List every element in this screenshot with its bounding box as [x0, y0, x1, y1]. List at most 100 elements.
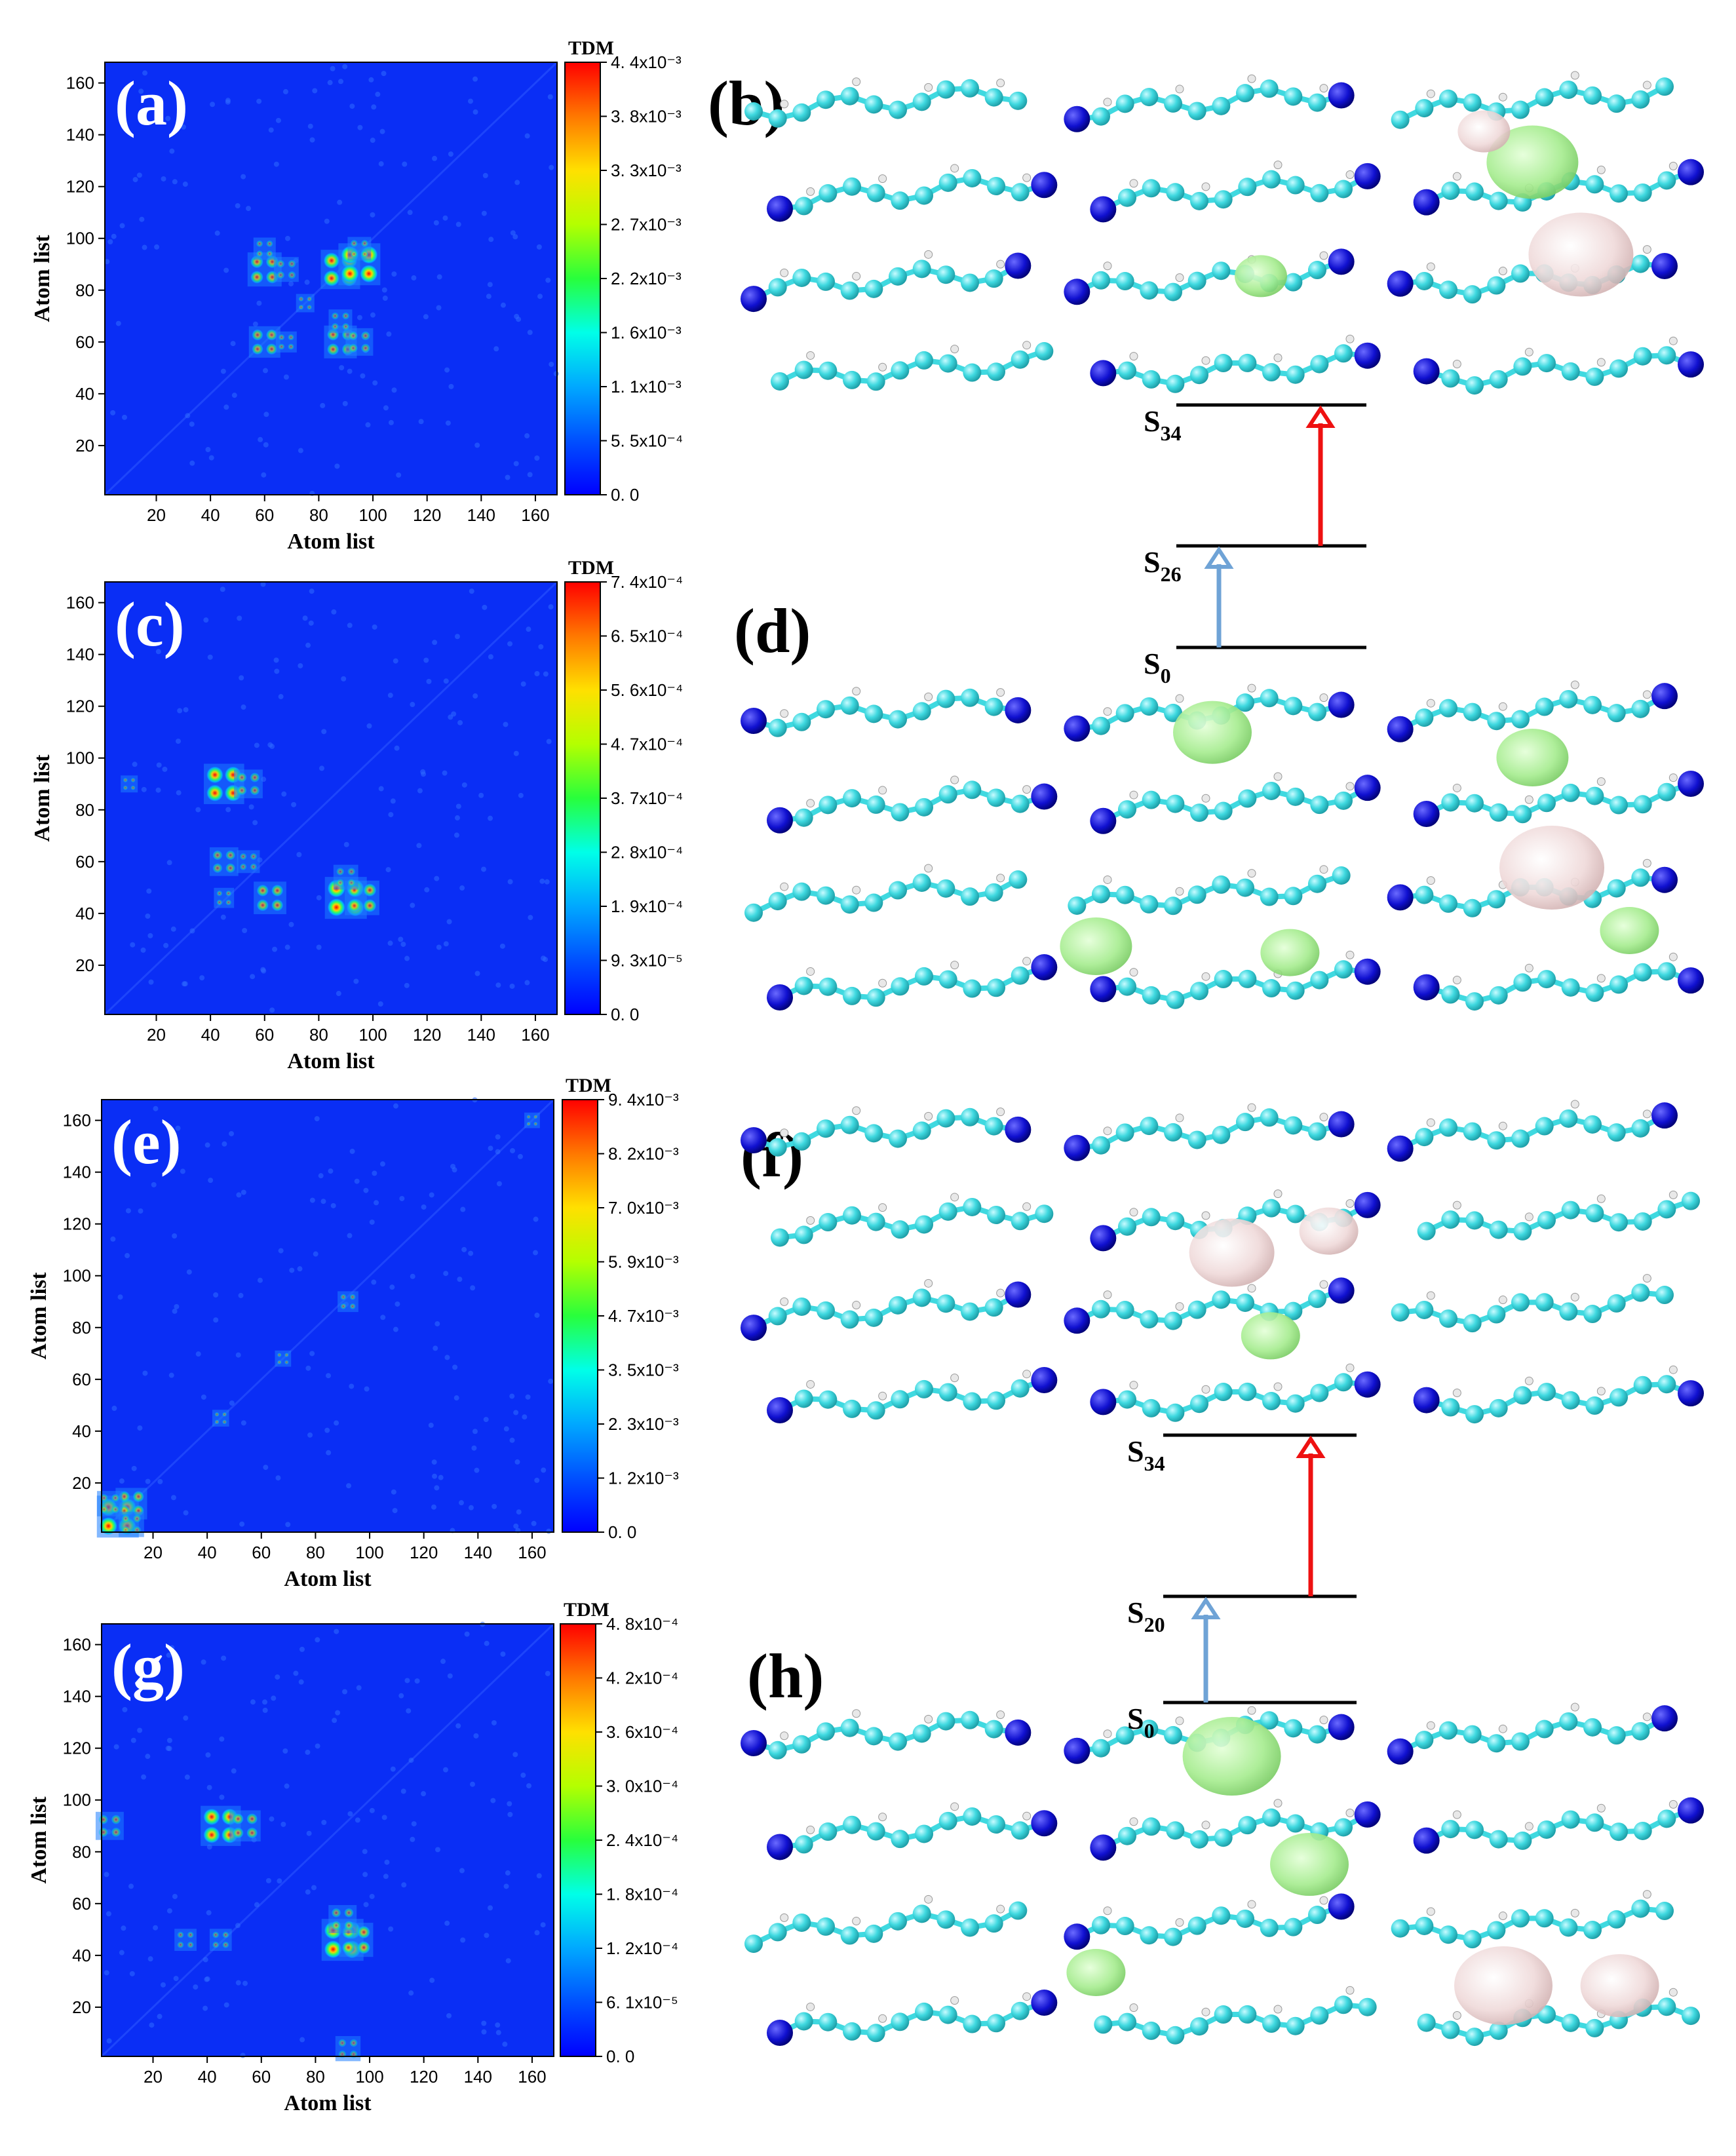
heatmap-speckle-dot: [125, 1253, 130, 1259]
heatmap-speckle-dot: [225, 99, 231, 105]
carbon-atom: [963, 363, 982, 382]
carbon-atom: [1583, 695, 1602, 714]
heatmap-speckle-dot: [203, 1957, 208, 1963]
heatmap-speckle-dot: [495, 2030, 501, 2035]
colorbar-tick-label: 4. 7x10⁻⁴: [611, 735, 683, 754]
nitrogen-atom: [1328, 691, 1355, 718]
carbon-atom: [1535, 1117, 1554, 1136]
carbon-atom: [1118, 977, 1136, 996]
hydrogen-atom: [1642, 1890, 1651, 1899]
nitrogen-atom: [1354, 958, 1381, 985]
heatmap-speckle-dot: [423, 314, 429, 320]
heatmap-speckle-dot: [222, 1141, 227, 1147]
heatmap-speckle-dot: [324, 1427, 330, 1433]
hotspot-cell: [341, 1941, 355, 1954]
hotspot-cell: [331, 312, 339, 320]
carbon-atom: [1286, 365, 1305, 384]
carbon-atom: [1535, 1909, 1554, 1928]
carbon-atom: [1187, 1300, 1206, 1319]
heatmap-hotspot: [209, 1929, 232, 1952]
hydrogen-atom: [950, 345, 959, 354]
hydrogen-atom: [1426, 1907, 1435, 1916]
carbon-atom: [915, 186, 933, 205]
hydrogen-atom: [1129, 968, 1138, 977]
heatmap-speckle-dot: [207, 654, 213, 660]
hydrogen-atom: [1022, 173, 1032, 182]
carbon-atom: [1607, 94, 1626, 113]
heatmap-speckle-dot: [406, 1708, 412, 1714]
carbon-atom: [1011, 1379, 1030, 1398]
carbon-atom: [840, 1310, 859, 1329]
heatmap-speckle-dot: [534, 1930, 540, 1936]
carbon-atom: [1465, 182, 1484, 201]
hydrogen-atom: [1129, 790, 1138, 799]
carbon-atom: [1094, 2015, 1113, 2034]
carbon-atom: [768, 1138, 787, 1157]
heatmap-speckle-dot: [104, 1970, 109, 1976]
heatmap-speckle: [104, 1621, 550, 2058]
heatmap-speckle-dot: [455, 803, 461, 809]
carbon-atom: [1115, 1301, 1134, 1320]
colorbar-tick-label: 7. 4x10⁻⁴: [611, 572, 683, 592]
bond: [1425, 1198, 1692, 1234]
heatmap-speckle-dot: [428, 1422, 434, 1428]
heatmap-speckle-dot: [307, 123, 313, 129]
hotspot-cell: [526, 1115, 531, 1119]
carbon-atom: [1513, 357, 1532, 376]
nitrogen-atom: [741, 1315, 767, 1341]
heatmap-speckle-dot: [302, 615, 308, 621]
carbon-atom: [1391, 110, 1410, 129]
hydrogen-atom: [1426, 1291, 1435, 1300]
nitrogen-atom: [1064, 1923, 1090, 1950]
heatmap-speckle-dot: [527, 472, 533, 478]
hydrogen-atom: [1668, 336, 1678, 345]
hotspot-cell: [363, 899, 377, 912]
carbon-atom: [987, 788, 1005, 807]
nitrogen-atom: [1090, 976, 1117, 1003]
colorbar-tick-label: 7. 0x10⁻³: [608, 1198, 679, 1218]
heatmap-speckle-dot: [407, 210, 413, 216]
nitrogen-atom: [1064, 1737, 1090, 1764]
heatmap-speckle-dot: [410, 1273, 415, 1279]
heatmap-speckle-dot: [166, 1746, 172, 1752]
hydrogen-atom: [996, 260, 1005, 269]
carbon-atom: [1187, 885, 1206, 904]
hydrogen-atom: [1273, 353, 1283, 362]
bond: [1075, 1288, 1342, 1324]
heatmap-speckle-dot: [208, 455, 214, 461]
hydrogen-atom: [1022, 785, 1032, 794]
energy-level-label: S20: [1127, 1596, 1165, 1636]
hotspot-cell: [277, 1360, 282, 1365]
heatmap-speckle-dot: [533, 1216, 539, 1222]
carbon-atom: [1633, 1212, 1652, 1231]
carbon-atom: [1310, 183, 1329, 202]
nitrogen-atom: [1064, 1307, 1090, 1334]
molecule-panel: (b): [708, 68, 1704, 395]
carbon-atom: [1511, 1732, 1530, 1751]
heatmap-speckle-dot: [125, 1208, 131, 1214]
carbon-atom: [819, 1390, 838, 1409]
heatmap-speckle-dot: [312, 88, 318, 94]
colorbar-tick-label: 6. 5x10⁻⁴: [611, 626, 683, 646]
hydrogen-atom: [1022, 1992, 1032, 2001]
carbon-atom: [768, 1923, 787, 1942]
heatmap-speckle-dot: [444, 1355, 450, 1360]
hotspot-cell: [336, 867, 345, 876]
heatmap-speckle-dot: [371, 1279, 377, 1285]
heatmap-hotspot: [121, 775, 138, 793]
heatmap-speckle-dot: [291, 801, 297, 807]
heatmap-speckle-dot: [505, 474, 511, 480]
carbon-atom: [817, 90, 835, 109]
heatmap-speckle-dot: [381, 71, 387, 77]
heatmap-speckle-dot: [454, 815, 460, 821]
carbon-atom: [1607, 879, 1626, 898]
heatmap-speckle-dot: [275, 1475, 281, 1481]
heatmap-speckle-dot: [393, 1326, 398, 1332]
carbon-atom: [1190, 803, 1208, 822]
hydrogen-atom: [878, 1203, 887, 1212]
hotspot-cell: [344, 1920, 354, 1931]
heatmap-speckle-dot: [342, 1689, 348, 1695]
heatmap-speckle-dot: [334, 463, 340, 469]
carbon-atom: [1610, 1388, 1628, 1407]
pink-isosurface: [1454, 1946, 1553, 2025]
